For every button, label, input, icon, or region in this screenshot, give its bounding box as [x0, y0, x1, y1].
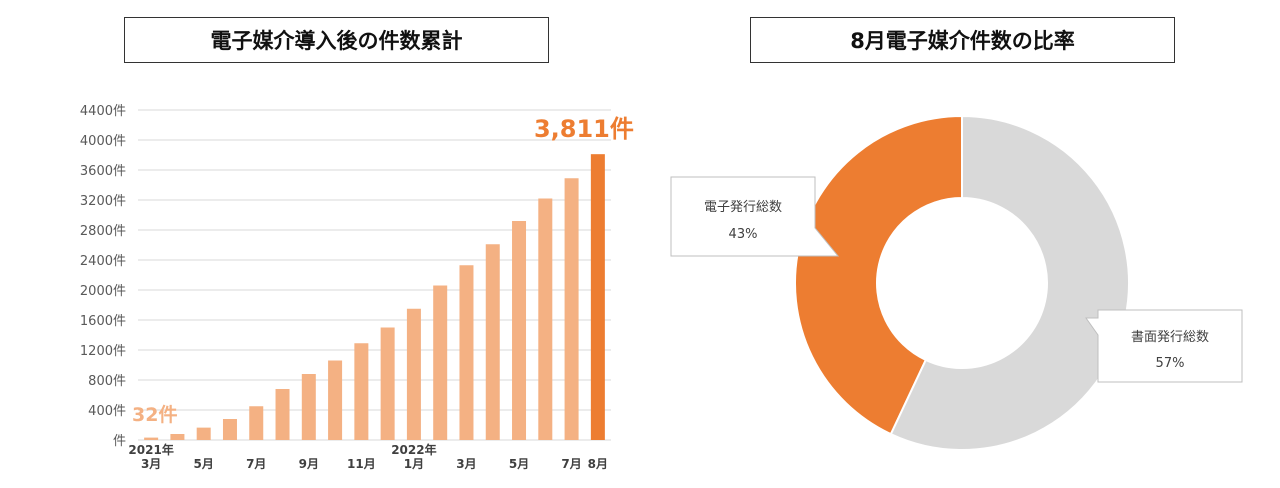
bar [144, 437, 159, 440]
x-tick-label: 8月 [588, 457, 608, 471]
y-tick-label: 3600件 [80, 164, 126, 179]
donut-slice [889, 114, 1130, 451]
bar [222, 419, 237, 440]
x-tick-label: 9月 [299, 457, 319, 471]
last-value-label: 3,811件 [534, 115, 634, 143]
first-value-label: 32件 [132, 403, 177, 426]
x-tick-label: 2022年 1月 [391, 442, 436, 471]
y-tick-label: 件 [113, 434, 126, 449]
bar [512, 221, 527, 440]
bar-chart-title: 電子媒介導入後の件数累計 [124, 17, 549, 63]
x-tick-label: 5月 [509, 457, 529, 471]
y-tick-label: 3200件 [80, 194, 126, 209]
x-tick-label: 2021年 3月 [128, 442, 173, 471]
y-tick-label: 400件 [88, 404, 126, 419]
bar [249, 406, 264, 440]
x-tick-label: 5月 [194, 457, 214, 471]
y-tick-label: 4400件 [80, 104, 126, 119]
callout-percent: 43% [729, 227, 758, 242]
donut-chart: 電子発行総数 43% 書面発行総数 57% [670, 114, 1243, 451]
y-tick-label: 2800件 [80, 224, 126, 239]
callout-label: 電子発行総数 [704, 200, 782, 215]
bar [354, 343, 369, 440]
y-tick-label: 2400件 [80, 254, 126, 269]
callout-box [1085, 309, 1243, 383]
donut-chart-title: 8月電子媒介件数の比率 [750, 17, 1175, 63]
bar [170, 434, 185, 440]
bar [459, 265, 474, 440]
callout-label: 書面発行総数 [1131, 330, 1209, 345]
x-tick-label: 11月 [347, 457, 376, 471]
x-tick-label: 3月 [456, 457, 476, 471]
bar [301, 374, 316, 440]
bar [564, 178, 579, 440]
donut-slice [794, 114, 963, 436]
y-tick-label: 4000件 [80, 134, 126, 149]
y-tick-label: 2000件 [80, 284, 126, 299]
bar [196, 427, 211, 440]
x-tick-label: 7月 [246, 457, 266, 471]
x-tick-label: 7月 [561, 457, 581, 471]
bar [275, 389, 290, 440]
y-tick-label: 1600件 [80, 314, 126, 329]
bar [433, 285, 448, 440]
callout-percent: 57% [1156, 356, 1185, 371]
bar [406, 308, 421, 440]
bar [380, 327, 395, 440]
y-tick-label: 800件 [88, 374, 126, 389]
bar [485, 244, 500, 440]
bar [328, 360, 343, 440]
bar [538, 198, 553, 440]
callout-box [670, 176, 840, 257]
bar-chart: 件 400件 800件 1200件 1600件 2000件 2400件 2800件 3200件 3… [80, 104, 634, 471]
bar [590, 154, 605, 441]
y-tick-label: 1200件 [80, 344, 126, 359]
